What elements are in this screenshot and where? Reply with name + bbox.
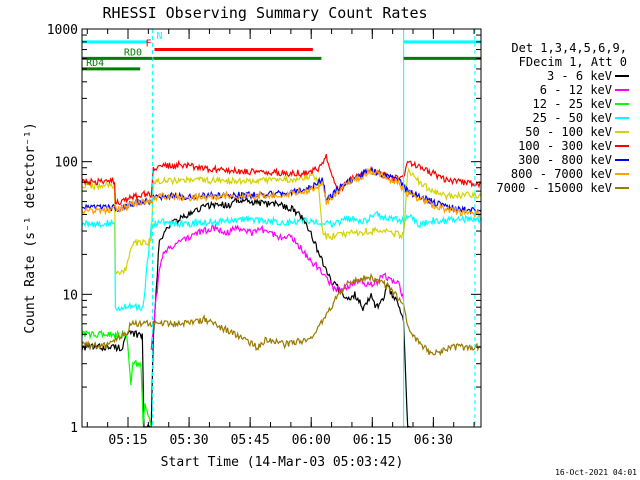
series-line-8 — [81, 272, 482, 357]
series-line-0 — [81, 195, 412, 429]
legend: Det 1,3,4,5,6,9,FDecim 1, Att 03 - 6 keV… — [496, 41, 629, 195]
legend-label-6: 300 - 800 keV — [518, 153, 612, 167]
y-axis-label: Count Rate (s⁻¹ detector⁻¹) — [23, 122, 38, 333]
series-line-7 — [81, 167, 482, 218]
plot-frame — [81, 28, 482, 428]
x-axis-label: Start Time (14-Mar-03 05:03:42) — [161, 455, 404, 470]
y-tick-label-2: 100 — [55, 156, 78, 171]
x-tick-label-5: 06:30 — [414, 433, 453, 448]
x-tick-label-1: 05:30 — [170, 433, 209, 448]
legend-header-0: Det 1,3,4,5,6,9, — [511, 41, 627, 55]
timestamp: 16-Oct-2021 04:01 — [555, 468, 637, 477]
legend-label-4: 50 - 100 keV — [525, 125, 612, 139]
chart-title: RHESSI Observing Summary Count Rates — [102, 4, 427, 22]
plot-lines — [81, 154, 482, 429]
y-tick-label-1: 10 — [62, 288, 78, 303]
legend-label-5: 100 - 300 keV — [518, 139, 612, 153]
annotation-label-1: F — [146, 39, 152, 50]
legend-label-2: 12 - 25 keV — [533, 97, 612, 111]
x-tick-label-3: 06:00 — [292, 433, 331, 448]
series-line-5 — [81, 154, 482, 206]
y-tick-label-3: 1000 — [47, 23, 78, 38]
legend-label-7: 800 - 7000 keV — [511, 167, 612, 181]
legend-label-0: 3 - 6 keV — [547, 69, 612, 83]
x-tick-label-4: 06:15 — [353, 433, 392, 448]
annotation-label-0: N — [157, 31, 163, 42]
annotation-label-3: RD4 — [86, 58, 104, 69]
annotations: NF RD0 RD4 — [82, 29, 481, 427]
legend-label-3: 25 - 50 keV — [533, 111, 612, 125]
series-line-1 — [150, 222, 405, 350]
y-tick-label-0: 1 — [70, 421, 78, 436]
axes: 05:15 05:30 05:45 06:00 06:15 06:30 1 10 100 1000 — [47, 23, 481, 448]
series-line-3 — [81, 210, 482, 312]
x-tick-label-0: 05:15 — [108, 433, 147, 448]
annotation-label-2: RD0 — [124, 47, 142, 58]
legend-label-8: 7000 - 15000 keV — [496, 181, 612, 195]
x-tick-label-2: 05:45 — [231, 433, 270, 448]
legend-label-1: 6 - 12 keV — [540, 83, 612, 97]
series-line-2 — [81, 329, 152, 428]
legend-header-1: FDecim 1, Att 0 — [519, 55, 627, 69]
series-line-4 — [81, 167, 482, 275]
